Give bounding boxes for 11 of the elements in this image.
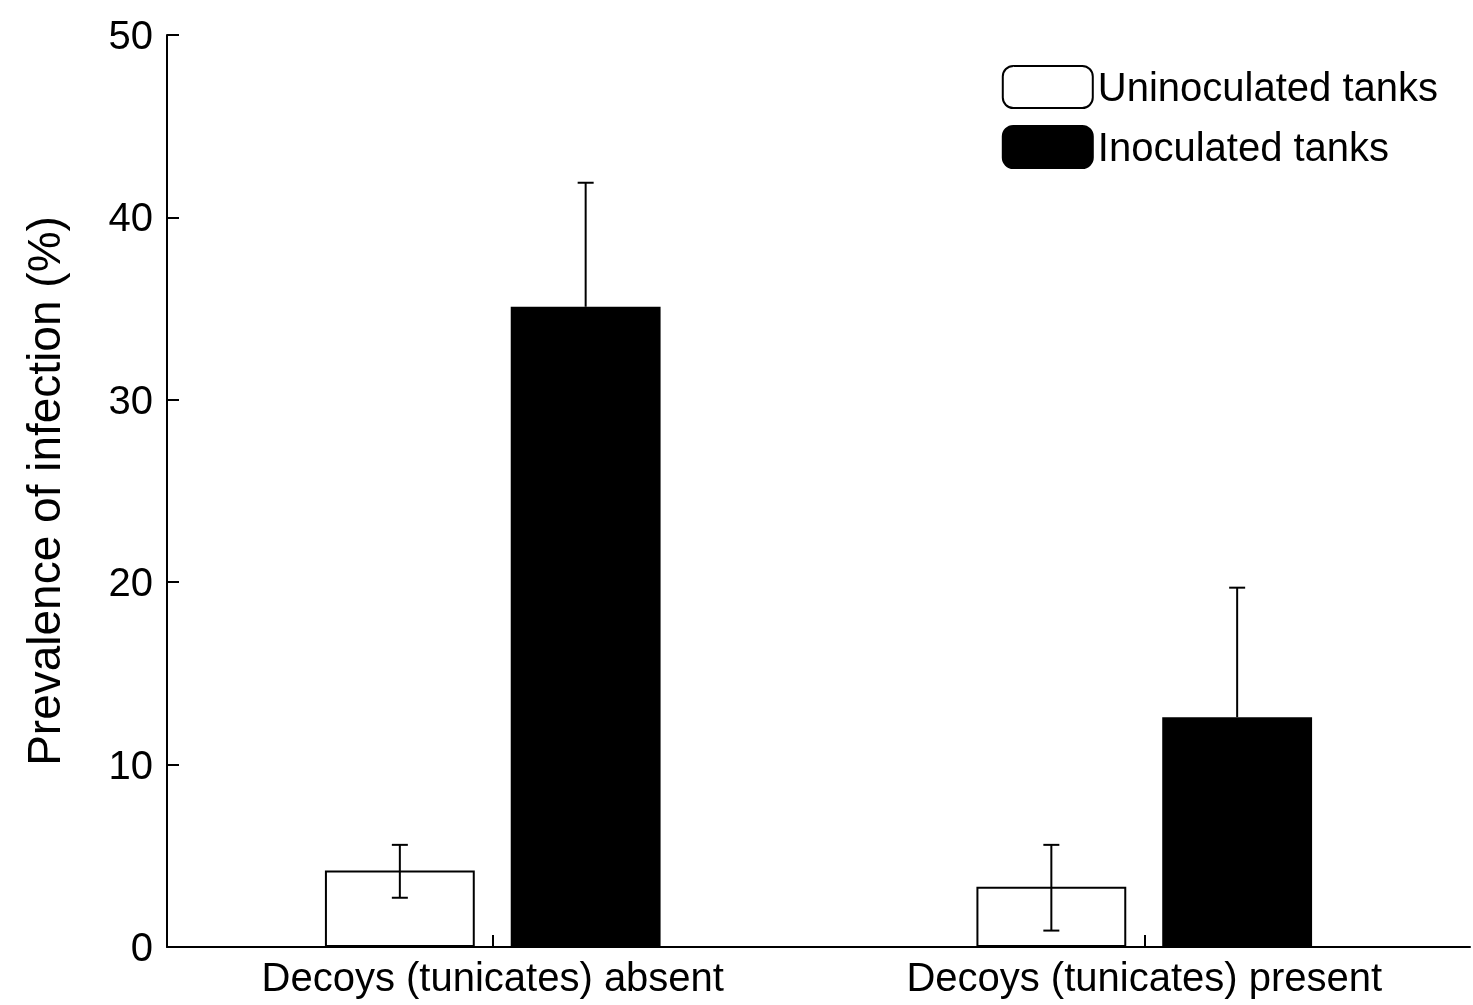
x-tick-label: Decoys (tunicates) present: [906, 955, 1383, 999]
legend-label: Uninoculated tanks: [1097, 65, 1438, 109]
x-tick-label: Decoys (tunicates) absent: [261, 955, 724, 999]
y-tick-label: 30: [108, 377, 153, 422]
y-tick-label: 40: [108, 195, 153, 240]
y-tick-label: 20: [108, 560, 153, 605]
y-axis-title: Prevalence of infection (%): [18, 216, 70, 766]
y-tick-label: 0: [130, 925, 153, 969]
y-tick-label: 50: [108, 13, 153, 57]
y-tick-label: 10: [108, 742, 153, 787]
legend-label: Inoculated tanks: [1097, 125, 1390, 169]
